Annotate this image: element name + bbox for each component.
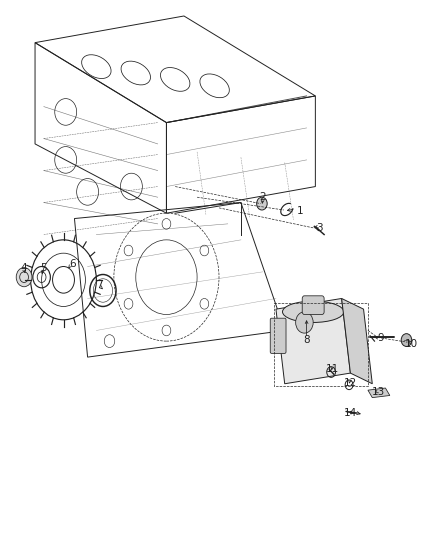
Text: 1: 1 [297, 206, 304, 215]
Text: 7: 7 [96, 280, 103, 290]
Text: 9: 9 [378, 334, 385, 343]
Text: 14: 14 [344, 408, 357, 418]
Text: 3: 3 [316, 223, 323, 232]
Circle shape [257, 197, 267, 210]
Text: 13: 13 [372, 387, 385, 397]
Text: 12: 12 [344, 378, 357, 387]
Text: 5: 5 [40, 263, 47, 272]
Text: 8: 8 [303, 335, 310, 344]
Polygon shape [368, 388, 390, 398]
Circle shape [296, 312, 313, 333]
FancyArrowPatch shape [357, 412, 360, 415]
Text: 6: 6 [69, 259, 76, 269]
Text: 10: 10 [405, 339, 418, 349]
FancyBboxPatch shape [270, 318, 286, 353]
Polygon shape [276, 298, 350, 384]
Text: 2: 2 [259, 192, 266, 202]
Text: 11: 11 [326, 364, 339, 374]
Ellipse shape [283, 301, 344, 322]
Circle shape [401, 334, 412, 346]
FancyBboxPatch shape [302, 296, 324, 314]
Polygon shape [342, 298, 372, 384]
Text: 4: 4 [21, 263, 28, 272]
Circle shape [16, 268, 32, 287]
